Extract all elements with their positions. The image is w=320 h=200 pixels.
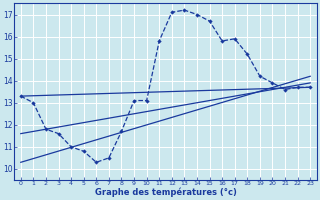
X-axis label: Graphe des températures (°c): Graphe des températures (°c): [95, 187, 236, 197]
